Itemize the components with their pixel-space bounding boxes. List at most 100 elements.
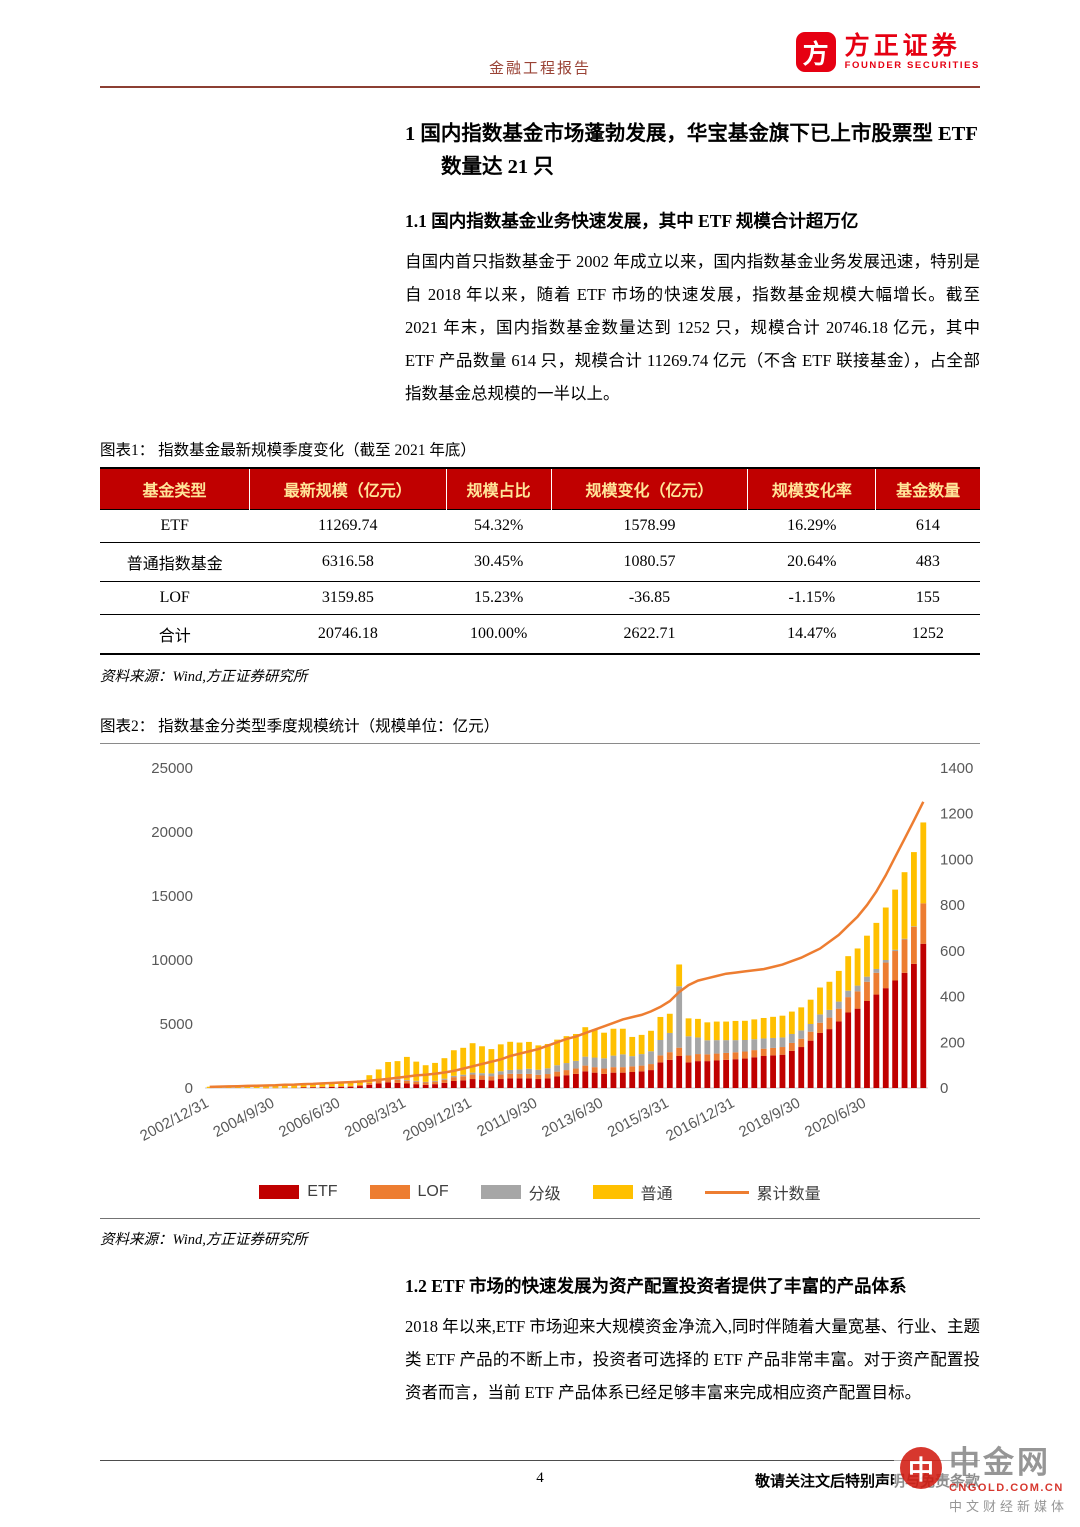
svg-text:1000: 1000 (940, 852, 973, 869)
legend-bar-swatch (369, 1185, 410, 1200)
table-cell: 155 (875, 581, 980, 615)
table-cell: 16.29% (747, 509, 876, 543)
section-1: 1 国内指数基金市场蓬勃发展，华宝基金旗下已上市股票型 ETF 数量达 21 只… (405, 118, 980, 410)
table-cell: ETF (100, 509, 250, 543)
table-row: 合计 20746.18 100.00% 2622.71 14.47% 1252 (100, 614, 980, 655)
legend-label: 分级 (528, 1186, 561, 1204)
svg-text:1400: 1400 (940, 760, 973, 777)
header-rule (100, 86, 980, 88)
table-cell: -1.15% (747, 581, 876, 615)
table-cell: 30.45% (446, 542, 552, 582)
legend-label: LOF (417, 1183, 449, 1201)
legend-label: 累计数量 (756, 1186, 821, 1204)
svg-text:5000: 5000 (160, 1016, 193, 1033)
section-1-2: 1.2 ETF 市场的快速发展为资产配置投资者提供了丰富的产品体系 2018 年… (405, 1273, 980, 1409)
column-header: 规模变化率 (747, 468, 877, 510)
svg-text:2009/12/31: 2009/12/31 (400, 1095, 474, 1145)
legend-bar-swatch (259, 1185, 300, 1200)
table-cell: 483 (875, 542, 980, 582)
legend-line-swatch (704, 1190, 749, 1194)
brand-logo: 方 方正证券 FOUNDER SECURITIES (795, 32, 980, 72)
column-header: 基金类型 (100, 468, 250, 510)
quarterly-scale-chart-svg: 0 5000 10000 15000 20000 25000 0 200 400 600 800 10… (137, 760, 973, 1145)
table-cell: 14.47% (747, 614, 876, 655)
table-cell: 1080.57 (551, 542, 748, 582)
section-1-1-paragraph: 自国内首只指数基金于 2002 年成立以来，国内指数基金业务发展迅速，特别是自 … (405, 252, 980, 404)
column-header: 规模占比 (446, 468, 552, 510)
table-cell: 1578.99 (551, 509, 748, 543)
svg-text:2002/12/31: 2002/12/31 (137, 1095, 211, 1145)
column-header: 规模变化（亿元） (551, 468, 749, 510)
watermark-tagline: 中文财经新媒体 (948, 1499, 1068, 1514)
quarterly-scale-chart: 0 5000 10000 15000 20000 25000 0 200 400 600 800 10… (100, 750, 980, 1204)
svg-text:2006/6/30: 2006/6/30 (276, 1095, 343, 1141)
svg-text:2013/6/30: 2013/6/30 (539, 1095, 606, 1141)
svg-text:2011/9/30: 2011/9/30 (474, 1095, 540, 1141)
svg-text:0: 0 (940, 1080, 948, 1097)
table-row: 普通指数基金 6316.58 30.45% 1080.57 20.64% 483 (100, 542, 980, 582)
svg-text:2020/6/30: 2020/6/30 (802, 1095, 869, 1141)
footer-row: 4 敬请关注文后特别声明与免责条款 (100, 1461, 980, 1490)
table-cell: 20.64% (747, 542, 876, 582)
table-cell: 614 (875, 509, 980, 543)
page-number: 4 (536, 1470, 544, 1486)
figure-1: 图表1： 指数基金最新规模季度变化（截至 2021 年底） 基金类型 最新规模（亿… (100, 436, 980, 686)
cngold-logo-icon: 中 (899, 1447, 942, 1490)
legend-item: 累计数量 (704, 1180, 821, 1204)
table-cell: 1252 (875, 614, 980, 655)
footer-rule (100, 1460, 980, 1461)
table-cell: 54.32% (446, 509, 552, 543)
cngold-watermark: 中 中金网 CNGOLD.COM.CN 中文财经新媒体 (893, 1443, 1074, 1519)
chart-legend: ETF LOF 分级 普通 累计数量 (100, 1180, 980, 1204)
table-cell: 6316.58 (249, 542, 447, 582)
brand-name-en: FOUNDER SECURITIES (844, 59, 980, 71)
table-row: LOF 3159.85 15.23% -36.85 -1.15% 155 (100, 581, 980, 615)
page-footer: 4 敬请关注文后特别声明与免责条款 (100, 1460, 980, 1490)
table-cell: 15.23% (446, 581, 552, 615)
svg-text:800: 800 (940, 898, 965, 915)
report-body: 1 国内指数基金市场蓬勃发展，华宝基金旗下已上市股票型 ETF 数量达 21 只… (100, 118, 980, 1409)
fund-scale-table-head: 基金类型 最新规模（亿元） 规模占比 规模变化（亿元） 规模变化率 基金数量 (100, 468, 980, 510)
svg-text:400: 400 (940, 989, 965, 1006)
figure-2: 图表2： 指数基金分类型季度规模统计（规模单位：亿元） 0 5000 10000 15… (100, 712, 980, 1249)
figure-2-source: 资料来源：Wind,方正证券研究所 (100, 1218, 980, 1249)
figure-1-source: 资料来源：Wind,方正证券研究所 (100, 669, 308, 686)
svg-text:2004/9/30: 2004/9/30 (210, 1095, 277, 1141)
page-header: 金融工程报告 方 方正证券 FOUNDER SECURITIES (100, 30, 980, 84)
svg-text:20000: 20000 (151, 824, 193, 841)
brand-name-cn: 方正证券 (844, 32, 961, 61)
svg-text:2016/12/31: 2016/12/31 (663, 1095, 737, 1145)
fund-scale-table: 基金类型 最新规模（亿元） 规模占比 规模变化（亿元） 规模变化率 基金数量 ETF 112… (100, 467, 980, 656)
section-1-2-paragraph: 2018 年以来,ETF 市场迎来大规模资金净流入,同时伴随着大量宽基、行业、主… (405, 1317, 980, 1403)
section-1-2-heading: 1.2 ETF 市场的快速发展为资产配置投资者提供了丰富的产品体系 (405, 1276, 907, 1297)
watermark-name: 中金网 (948, 1445, 1051, 1481)
brand-text: 方正证券 FOUNDER SECURITIES (844, 32, 980, 71)
svg-text:2018/9/30: 2018/9/30 (736, 1095, 803, 1141)
watermark-domain: CNGOLD.COM.CN (948, 1482, 1064, 1494)
svg-text:1200: 1200 (940, 806, 973, 823)
figure-2-caption: 图表2： 指数基金分类型季度规模统计（规模单位：亿元） (100, 712, 980, 745)
legend-item: ETF (259, 1183, 338, 1201)
section-1-1-heading: 1.1 国内指数基金业务快速发展，其中 ETF 规模合计超万亿 (405, 211, 859, 232)
legend-label: ETF (307, 1183, 338, 1201)
figure-1-caption: 图表1： 指数基金最新规模季度变化（截至 2021 年底） (100, 442, 476, 460)
table-cell: 2622.71 (551, 614, 748, 655)
legend-item: 普通 (592, 1180, 673, 1204)
table-header-row: 基金类型 最新规模（亿元） 规模占比 规模变化（亿元） 规模变化率 基金数量 (100, 468, 980, 510)
svg-text:200: 200 (940, 1035, 965, 1052)
legend-bar-swatch (480, 1185, 521, 1200)
table-cell: 普通指数基金 (100, 542, 250, 582)
svg-text:0: 0 (185, 1080, 193, 1097)
founder-logo-icon: 方 (795, 32, 836, 72)
svg-text:10000: 10000 (151, 952, 193, 969)
table-cell: 100.00% (446, 614, 552, 655)
svg-text:2008/3/31: 2008/3/31 (342, 1095, 409, 1141)
table-cell: -36.85 (551, 581, 748, 615)
table-cell: 20746.18 (249, 614, 447, 655)
table-cell: 11269.74 (249, 509, 447, 543)
legend-label: 普通 (640, 1186, 673, 1204)
table-row: ETF 11269.74 54.32% 1578.99 16.29% 614 (100, 509, 980, 543)
cngold-watermark-text: 中金网 CNGOLD.COM.CN 中文财经新媒体 (949, 1447, 1068, 1515)
column-header: 基金数量 (875, 468, 980, 510)
